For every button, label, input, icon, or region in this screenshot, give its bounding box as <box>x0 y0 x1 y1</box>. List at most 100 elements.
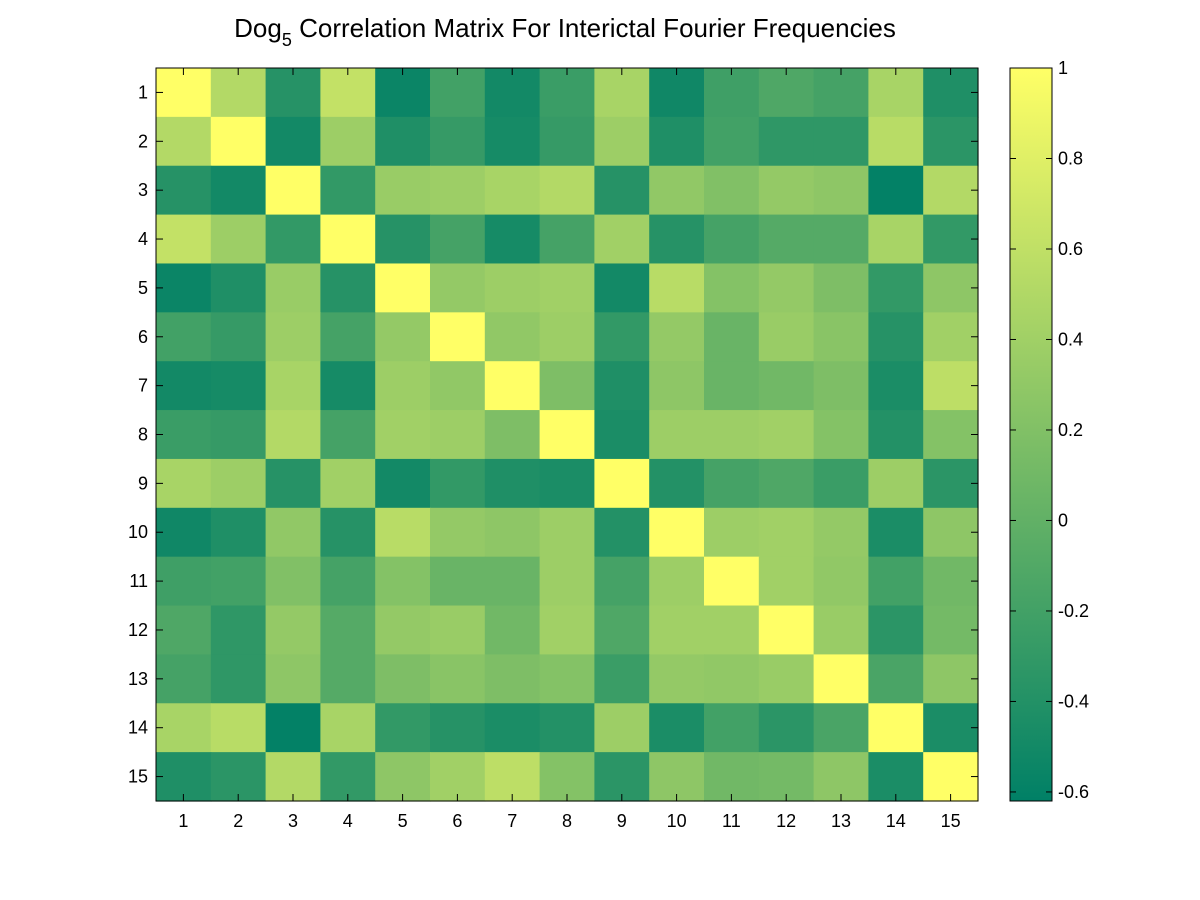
heatmap-cell-r7-c4 <box>320 361 376 411</box>
heatmap-cell-r3-c8 <box>539 165 595 216</box>
heatmap-cell-r5-c12 <box>758 263 815 313</box>
heatmap-cell-r10-c13 <box>813 507 869 558</box>
heatmap-cell-r5-c11 <box>704 263 760 313</box>
heatmap-cell-r5-c13 <box>813 263 869 313</box>
colorbar-tick-label: -0.6 <box>1058 782 1089 802</box>
heatmap-cell-r10-c8 <box>539 507 595 558</box>
heatmap-cell-r15-c3 <box>265 752 321 802</box>
heatmap-cell-r6-c11 <box>704 312 760 362</box>
colorbar-tick-label: 0.8 <box>1058 148 1083 168</box>
heatmap-cell-r4-c8 <box>539 214 595 265</box>
heatmap-cell-r4-c4 <box>320 214 376 265</box>
heatmap-cell-r1-c7 <box>484 68 541 118</box>
heatmap-cell-r1-c11 <box>704 68 760 118</box>
heatmap-cell-r9-c12 <box>758 458 815 509</box>
heatmap-cell-r9-c14 <box>868 458 924 509</box>
chart-title-rest: Correlation Matrix For Interictal Fourie… <box>292 13 896 43</box>
x-tick-label: 3 <box>288 811 298 831</box>
heatmap-cell-r3-c9 <box>594 165 650 216</box>
colorbar-tick-label: 0.2 <box>1058 420 1083 440</box>
heatmap-cell-r12-c7 <box>484 605 541 655</box>
heatmap-cell-r10-c1 <box>156 507 212 558</box>
heatmap-cell-r15-c5 <box>375 752 431 802</box>
y-tick-label: 11 <box>129 571 148 591</box>
heatmap-cell-r7-c8 <box>539 361 595 411</box>
heatmap-cell-r5-c15 <box>923 263 979 313</box>
heatmap-cell-r14-c6 <box>430 703 486 753</box>
y-tick-label: 8 <box>138 425 148 445</box>
heatmap-cell-r2-c9 <box>594 116 650 167</box>
heatmap-cell-r1-c5 <box>375 68 431 118</box>
heatmap-cell-r1-c13 <box>813 68 869 118</box>
heatmap-cell-r8-c14 <box>868 410 924 460</box>
heatmap-cell-r2-c3 <box>265 116 321 167</box>
heatmap-cell-r2-c2 <box>210 116 267 167</box>
heatmap-cell-r3-c12 <box>758 165 815 216</box>
heatmap-cell-r8-c13 <box>813 410 869 460</box>
heatmap-cell-r13-c14 <box>868 654 924 704</box>
heatmap-cell-r1-c14 <box>868 68 924 118</box>
heatmap-cell-r6-c8 <box>539 312 595 362</box>
heatmap-cell-r4-c15 <box>923 214 979 265</box>
heatmap-cell-r6-c6 <box>430 312 486 362</box>
y-tick-label: 14 <box>128 718 148 738</box>
heatmap-cell-r4-c6 <box>430 214 486 265</box>
heatmap-cell-r13-c11 <box>704 654 760 704</box>
heatmap-cell-r4-c1 <box>156 214 212 265</box>
heatmap-cell-r4-c5 <box>375 214 431 265</box>
heatmap-cell-r9-c7 <box>484 458 541 509</box>
heatmap-cell-r8-c11 <box>704 410 760 460</box>
heatmap-cell-r12-c10 <box>649 605 705 655</box>
chart-title: Dog5 Correlation Matrix For Interictal F… <box>234 13 896 50</box>
heatmap-cell-r13-c7 <box>484 654 541 704</box>
x-tick-label: 4 <box>343 811 353 831</box>
x-tick-label: 6 <box>452 811 462 831</box>
heatmap-cell-r13-c12 <box>758 654 815 704</box>
heatmap-cell-r8-c7 <box>484 410 541 460</box>
heatmap-cell-r6-c1 <box>156 312 212 362</box>
heatmap-cell-r11-c12 <box>758 556 815 607</box>
x-tick-label: 13 <box>831 811 851 831</box>
heatmap-cell-r5-c4 <box>320 263 376 313</box>
heatmap-cell-r12-c15 <box>923 605 979 655</box>
heatmap-cell-r3-c14 <box>868 165 924 216</box>
heatmap-cell-r11-c9 <box>594 556 650 607</box>
heatmap-cell-r4-c2 <box>210 214 267 265</box>
y-tick-label: 1 <box>138 82 148 102</box>
x-tick-label: 15 <box>941 811 961 831</box>
heatmap-cell-r8-c6 <box>430 410 486 460</box>
x-tick-label: 14 <box>886 811 906 831</box>
heatmap-cell-r10-c14 <box>868 507 924 558</box>
heatmap-cell-r9-c4 <box>320 458 376 509</box>
heatmap-cell-r14-c14 <box>868 703 924 753</box>
y-tick-label: 12 <box>128 620 148 640</box>
heatmap-cell-r14-c5 <box>375 703 431 753</box>
heatmap-cell-r5-c5 <box>375 263 431 313</box>
heatmap-cell-r5-c7 <box>484 263 541 313</box>
heatmap-cell-r13-c10 <box>649 654 705 704</box>
heatmap-cell-r13-c15 <box>923 654 979 704</box>
heatmap-cell-r15-c4 <box>320 752 376 802</box>
heatmap-cell-r14-c13 <box>813 703 869 753</box>
heatmap-cell-r15-c11 <box>704 752 760 802</box>
heatmap-cell-r15-c14 <box>868 752 924 802</box>
heatmap-cell-r9-c3 <box>265 458 321 509</box>
heatmap-cell-r2-c4 <box>320 116 376 167</box>
heatmap-cell-r4-c10 <box>649 214 705 265</box>
heatmap-cell-r14-c4 <box>320 703 376 753</box>
x-tick-label: 11 <box>722 811 741 831</box>
heatmap-cell-r5-c14 <box>868 263 924 313</box>
heatmap-cell-r12-c14 <box>868 605 924 655</box>
colorbar-tick-label: 1 <box>1058 58 1068 78</box>
heatmap-cell-r3-c3 <box>265 165 321 216</box>
x-tick-label: 2 <box>233 811 243 831</box>
heatmap-cell-r2-c8 <box>539 116 595 167</box>
heatmap-cell-r11-c10 <box>649 556 705 607</box>
heatmap-cell-r12-c1 <box>156 605 212 655</box>
heatmap-cell-r11-c3 <box>265 556 321 607</box>
heatmap-cell-r1-c6 <box>430 68 486 118</box>
heatmap-cell-r13-c9 <box>594 654 650 704</box>
colorbar-axis: 1 0.8 0.6 0.4 0.2 0 -0.2 -0.4 -0.6 <box>1010 58 1089 802</box>
heatmap-cell-r8-c12 <box>758 410 815 460</box>
